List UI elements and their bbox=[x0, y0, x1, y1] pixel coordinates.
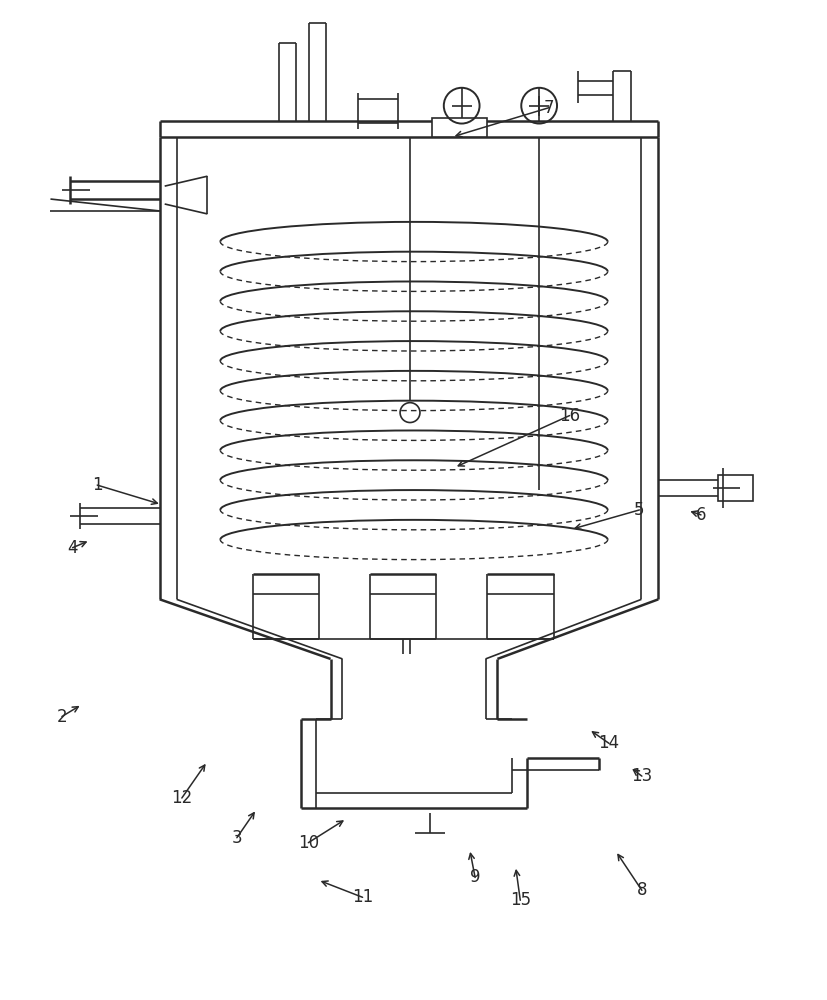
Text: 13: 13 bbox=[631, 767, 653, 785]
Text: 14: 14 bbox=[599, 734, 619, 752]
Text: 16: 16 bbox=[559, 407, 580, 425]
Text: 3: 3 bbox=[232, 829, 242, 847]
Bar bbox=[432, 118, 487, 137]
Text: 7: 7 bbox=[544, 99, 554, 117]
Text: 12: 12 bbox=[171, 789, 193, 807]
Text: 9: 9 bbox=[470, 868, 480, 886]
Text: 11: 11 bbox=[352, 888, 373, 906]
Text: 1: 1 bbox=[92, 476, 103, 494]
Text: 4: 4 bbox=[67, 539, 78, 557]
Text: 15: 15 bbox=[509, 891, 531, 909]
Text: 2: 2 bbox=[56, 708, 67, 726]
Text: 5: 5 bbox=[634, 501, 645, 519]
Text: 10: 10 bbox=[298, 834, 319, 852]
Bar bbox=[718, 475, 753, 501]
Text: 6: 6 bbox=[696, 506, 706, 524]
Text: 8: 8 bbox=[637, 881, 647, 899]
